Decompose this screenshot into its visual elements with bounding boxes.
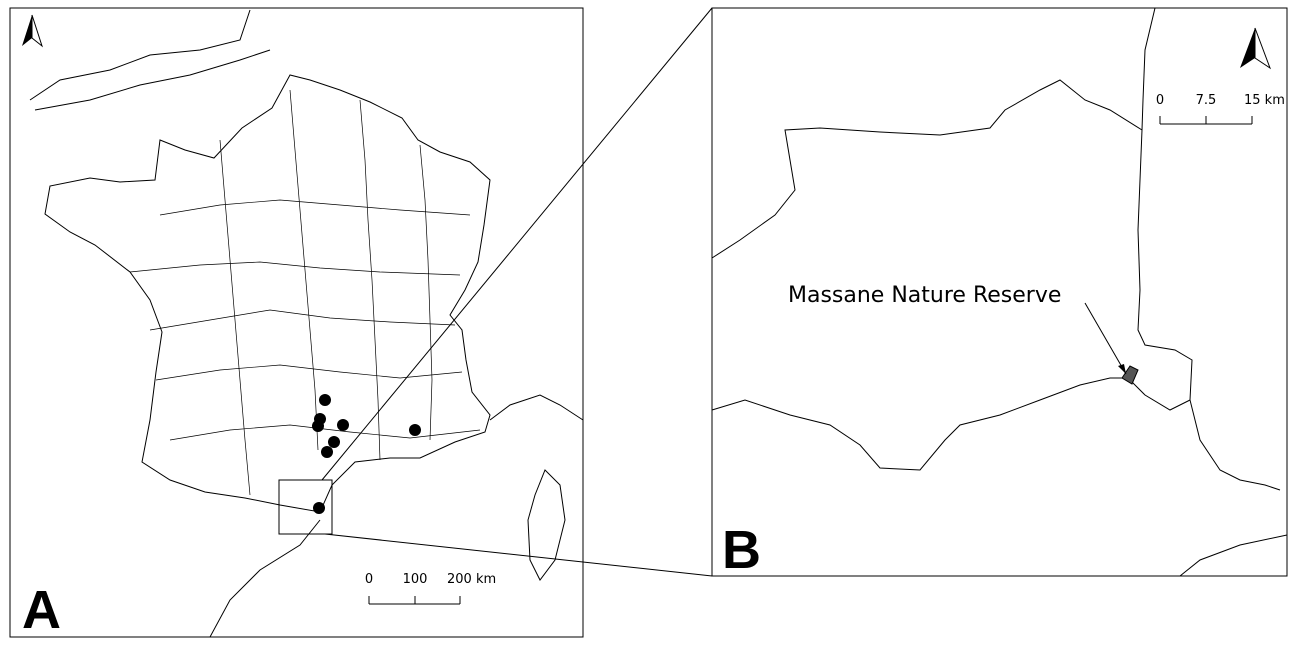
site	[319, 394, 331, 406]
scale-label: 15 km	[1244, 93, 1285, 108]
scale-label: 0	[365, 572, 373, 587]
panel-a-frame	[9, 7, 584, 638]
panel-a: 0 100 200 km A	[9, 7, 584, 640]
site	[337, 419, 349, 431]
scale-label: 7.5	[1196, 93, 1217, 108]
coastline	[1137, 7, 1281, 491]
connector	[321, 7, 713, 481]
panel-b: Massane Nature Reserve 0 7.5 15 km B	[711, 7, 1288, 580]
site	[313, 502, 325, 514]
connector	[324, 533, 713, 577]
annotation-arrow	[1084, 302, 1127, 375]
spain-border	[711, 377, 1191, 471]
annotation-arrowhead	[1118, 364, 1126, 374]
panel-label: B	[722, 520, 761, 580]
scale-label: 200 km	[447, 572, 496, 587]
site	[328, 436, 340, 448]
north-arrow	[1254, 27, 1272, 70]
corsica	[527, 469, 566, 581]
site	[312, 420, 324, 432]
site	[409, 424, 421, 436]
reserve-area	[1121, 365, 1139, 385]
scale-bar	[1159, 116, 1253, 125]
uk-coast	[29, 9, 271, 111]
north-arrow	[1240, 28, 1255, 68]
zoom-box	[278, 479, 333, 535]
spain-coast	[209, 519, 321, 638]
department-border	[711, 79, 1143, 259]
site	[321, 446, 333, 458]
italy-coast	[489, 394, 584, 421]
sample-sites	[312, 394, 421, 514]
north-arrow	[31, 14, 43, 48]
annotation: Massane Nature Reserve	[788, 283, 1061, 308]
coast-south	[1179, 534, 1288, 577]
north-arrow	[22, 15, 32, 46]
panel-label: A	[22, 580, 61, 640]
scale-label: 100	[403, 572, 428, 587]
scale-label: 0	[1156, 93, 1164, 108]
scale-bar	[368, 596, 461, 605]
panel-b-frame	[711, 7, 1288, 577]
